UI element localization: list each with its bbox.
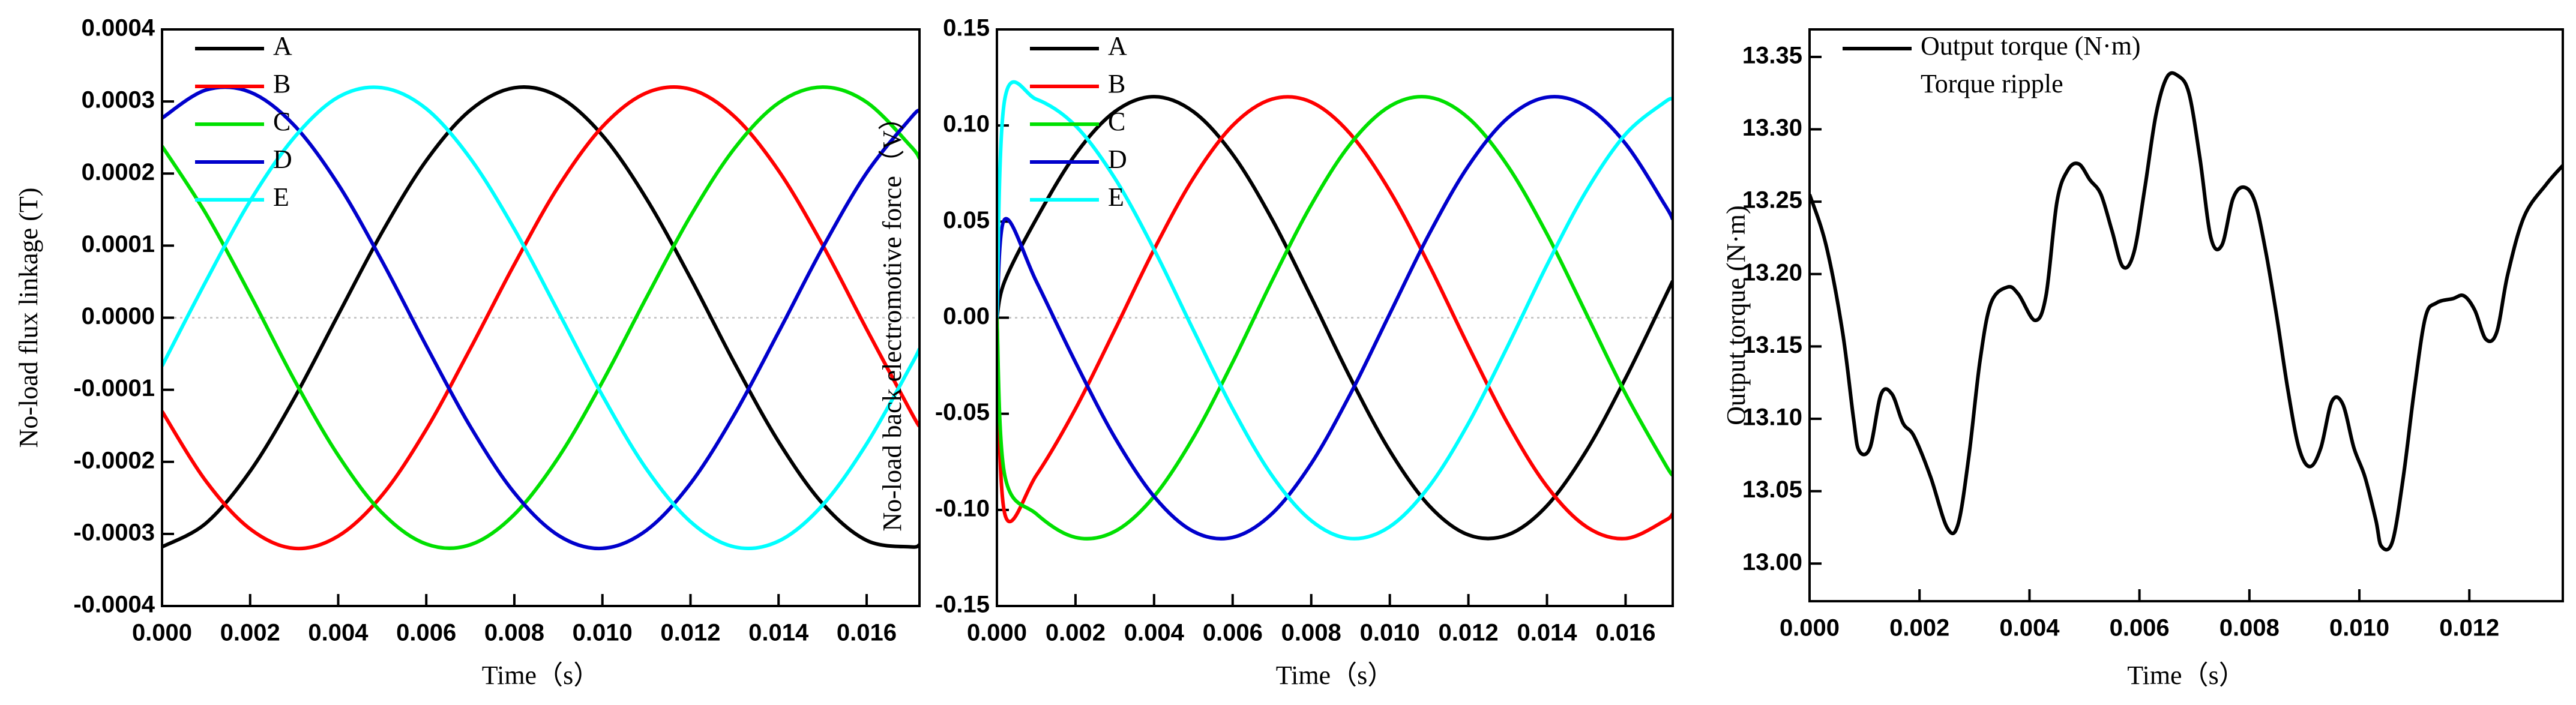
y-tick-label: 13.05: [1742, 476, 1802, 503]
y-tick-label: 0.0002: [82, 159, 155, 185]
legend-label: Output torque (N·m): [1921, 31, 2141, 61]
y-tick-label: -0.05: [935, 399, 990, 425]
y-tick-label: 0.0001: [82, 231, 155, 257]
x-tick-label: 0.006: [1203, 620, 1263, 646]
series-line: [997, 95, 1673, 541]
x-tick-label: 0.006: [396, 620, 456, 646]
plot-frame: [1808, 28, 2564, 602]
x-tick-label: 0.002: [220, 620, 280, 646]
x-tick-label: 0.012: [660, 620, 720, 646]
y-axis-label: No-load back electromotive force（V）: [877, 104, 907, 531]
x-tick-label: 0.008: [484, 620, 544, 646]
x-tick-label: 0.004: [1999, 615, 2060, 641]
y-axis-label: No-load flux linkage (T): [14, 188, 43, 448]
x-tick-label: 0.006: [2110, 615, 2170, 641]
y-tick-label: 13.25: [1742, 187, 1802, 214]
legend-label: C: [1108, 107, 1125, 136]
plot-frame: [996, 28, 1674, 607]
x-tick-label: 0.008: [2219, 615, 2280, 641]
x-tick-label: 0.002: [1889, 615, 1949, 641]
x-tick-label: 0.014: [1517, 620, 1577, 646]
legend-label: A: [273, 31, 292, 61]
series-line: [1810, 71, 2563, 552]
y-tick-label: 0.0000: [82, 303, 155, 329]
y-tick-label: -0.0002: [73, 447, 155, 473]
y-tick-label: 13.35: [1742, 42, 1802, 68]
x-tick-label: 0.002: [1046, 620, 1106, 646]
x-tick-label: 0.010: [2329, 615, 2389, 641]
series-line: [997, 95, 1673, 541]
x-tick-label: 0.000: [967, 620, 1027, 646]
x-tick-label: 0.004: [1124, 620, 1185, 646]
x-tick-label: 0.012: [1439, 620, 1499, 646]
legend-label: E: [1108, 182, 1124, 212]
y-tick-label: 0.15: [943, 15, 990, 41]
y-tick-label: 0.0003: [82, 87, 155, 113]
plot-frame: [161, 28, 921, 607]
x-tick-label: 0.012: [2439, 615, 2499, 641]
x-tick-label: 0.000: [132, 620, 192, 646]
y-tick-label: -0.15: [935, 592, 990, 618]
x-tick-label: 0.014: [748, 620, 809, 646]
panel: 13.00 13.05 13.10 13.15 13.20 13.25 13.30 13.35…: [1721, 28, 2564, 690]
legend-label: D: [1108, 145, 1127, 174]
x-tick-label: 0.004: [308, 620, 369, 646]
legend-label: D: [273, 145, 292, 174]
legend-label: E: [273, 182, 289, 212]
series-line: [997, 95, 1673, 541]
y-tick-label: -0.0001: [73, 375, 155, 401]
x-tick-label: 0.016: [1595, 620, 1655, 646]
y-tick-label: 13.30: [1742, 115, 1802, 141]
x-tick-label: 0.000: [1780, 615, 1840, 641]
x-tick-label: 0.016: [837, 620, 897, 646]
x-axis-label: Time（s）: [482, 661, 600, 690]
series-line: [162, 85, 919, 551]
series-line: [162, 85, 919, 549]
y-tick-label: 13.20: [1742, 259, 1802, 286]
panel: -0.0004 -0.0003 -0.0002 -0.0001 0.0000 0.0001…: [14, 15, 921, 690]
series-line: [162, 85, 919, 550]
x-tick-label: 0.010: [573, 620, 633, 646]
y-tick-label: 0.0004: [82, 15, 155, 41]
legend-label: B: [1108, 69, 1125, 98]
y-tick-label: 13.00: [1742, 549, 1802, 575]
x-axis-label: Time（s）: [2127, 661, 2245, 690]
y-tick-label: -0.10: [935, 495, 990, 521]
y-axis-label: Output torque (N·m): [1721, 205, 1751, 425]
y-tick-label: 0.00: [943, 303, 990, 329]
y-tick-label: 0.10: [943, 111, 990, 137]
x-tick-label: 0.010: [1360, 620, 1420, 646]
legend-label: B: [273, 69, 290, 98]
x-axis-label: Time（s）: [1276, 661, 1394, 690]
panel: -0.15 -0.10 -0.05 0.00 0.05 0.10 0.15 0.000 0.00…: [877, 15, 1674, 690]
annotation: Torque ripple: [1921, 69, 2063, 98]
y-tick-label: -0.0003: [73, 519, 155, 545]
y-tick-label: 13.10: [1742, 404, 1802, 431]
y-tick-label: 13.15: [1742, 332, 1802, 358]
y-tick-label: 0.05: [943, 207, 990, 233]
x-tick-label: 0.008: [1281, 620, 1341, 646]
legend-label: C: [273, 107, 290, 136]
series-line: [997, 95, 1673, 541]
y-tick-label: -0.0004: [73, 592, 155, 618]
series-line: [162, 85, 919, 550]
legend-label: A: [1108, 31, 1127, 61]
series-line: [997, 80, 1673, 541]
